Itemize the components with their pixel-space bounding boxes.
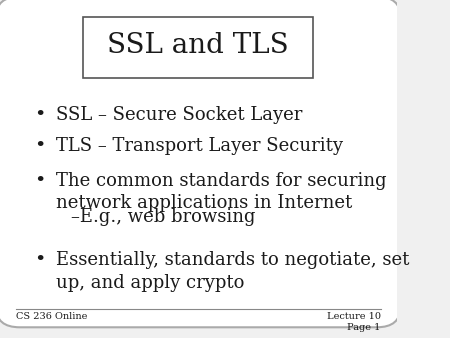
Text: Lecture 10
Page 1: Lecture 10 Page 1 (327, 312, 381, 332)
Text: SSL – Secure Socket Layer: SSL – Secure Socket Layer (55, 106, 302, 124)
Text: TLS – Transport Layer Security: TLS – Transport Layer Security (55, 137, 342, 155)
Text: •: • (34, 106, 45, 124)
Text: •: • (34, 172, 45, 190)
Text: –E.g., web browsing: –E.g., web browsing (72, 208, 256, 225)
Text: Essentially, standards to negotiate, set
up, and apply crypto: Essentially, standards to negotiate, set… (55, 251, 409, 292)
Text: CS 236 Online: CS 236 Online (16, 312, 87, 321)
Text: SSL and TLS: SSL and TLS (108, 32, 289, 59)
Text: The common standards for securing
network applications in Internet: The common standards for securing networ… (55, 172, 386, 212)
Text: •: • (34, 137, 45, 155)
FancyBboxPatch shape (0, 0, 400, 327)
Text: •: • (34, 251, 45, 269)
FancyBboxPatch shape (83, 17, 313, 78)
